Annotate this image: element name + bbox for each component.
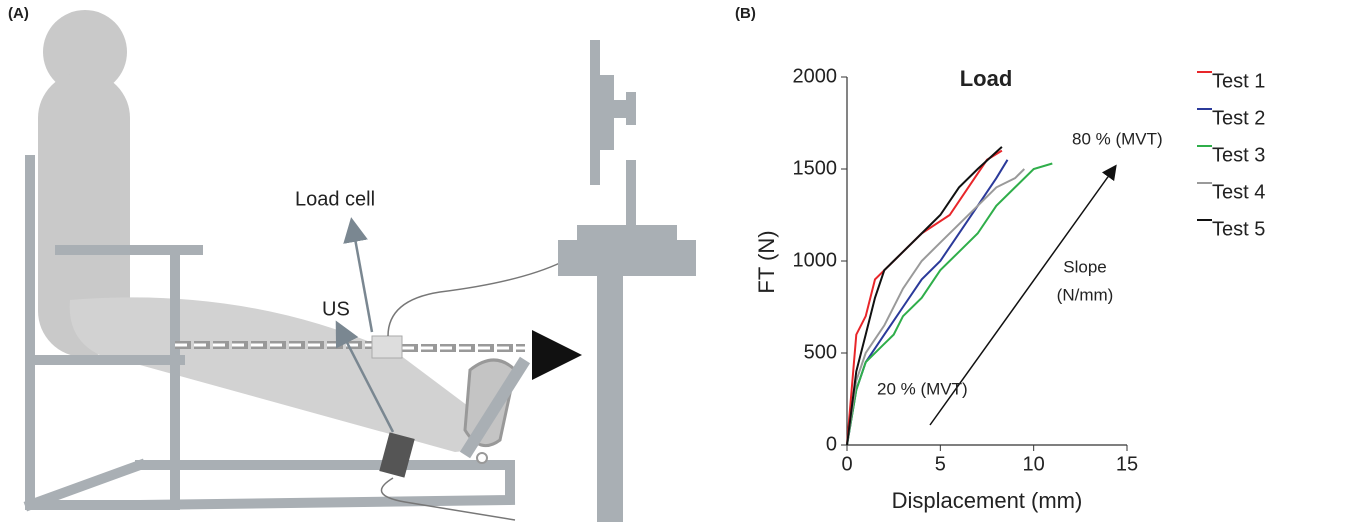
label: Load cell — [295, 188, 375, 210]
panel-label: (A) — [8, 5, 29, 22]
legend-label: Test 3 — [1212, 144, 1265, 166]
data-line — [847, 160, 1008, 445]
y-tick-label: 2000 — [793, 65, 838, 87]
x-axis-label: Displacement (mm) — [892, 488, 1083, 513]
load-cell — [372, 336, 402, 358]
annotation: 20 % (MVT) — [877, 379, 968, 398]
panel-label: (B) — [735, 5, 756, 22]
annotation: Slope — [1063, 257, 1106, 276]
annotation: 80 % (MVT) — [1072, 129, 1163, 148]
setup-drawing: (A) Load cell US — [8, 5, 696, 522]
y-tick-label: 500 — [804, 341, 837, 363]
x-tick-label: 0 — [841, 453, 852, 475]
legend-label: Test 5 — [1212, 218, 1265, 240]
monitor-arm — [626, 160, 636, 228]
data-line — [847, 151, 1002, 445]
data-line — [847, 164, 1052, 446]
monitor-bracket — [600, 75, 636, 150]
leg — [70, 297, 484, 452]
figure: (A) Load cell US (B) Load FT (N) Displac… — [0, 0, 1349, 522]
x-tick-label: 5 — [935, 453, 946, 475]
monitor — [590, 40, 600, 185]
annotation: (N/mm) — [1057, 285, 1114, 304]
x-tick-label: 10 — [1023, 453, 1045, 475]
y-tick-label: 1000 — [793, 249, 838, 271]
y-tick-label: 1500 — [793, 157, 838, 179]
stand-base — [558, 240, 696, 276]
y-tick-label: 0 — [826, 433, 837, 455]
label: US — [322, 298, 350, 320]
us-probe — [379, 432, 414, 477]
legend-label: Test 1 — [1212, 70, 1265, 92]
cable — [388, 262, 562, 336]
legend-label: Test 2 — [1212, 107, 1265, 129]
stand-post — [597, 272, 623, 522]
pointer-arrow — [352, 222, 372, 332]
chart-title: Load — [960, 66, 1013, 91]
y-axis-label: FT (N) — [754, 230, 779, 293]
legend-label: Test 4 — [1212, 181, 1265, 203]
hinge — [477, 453, 487, 463]
x-tick-label: 15 — [1116, 453, 1138, 475]
